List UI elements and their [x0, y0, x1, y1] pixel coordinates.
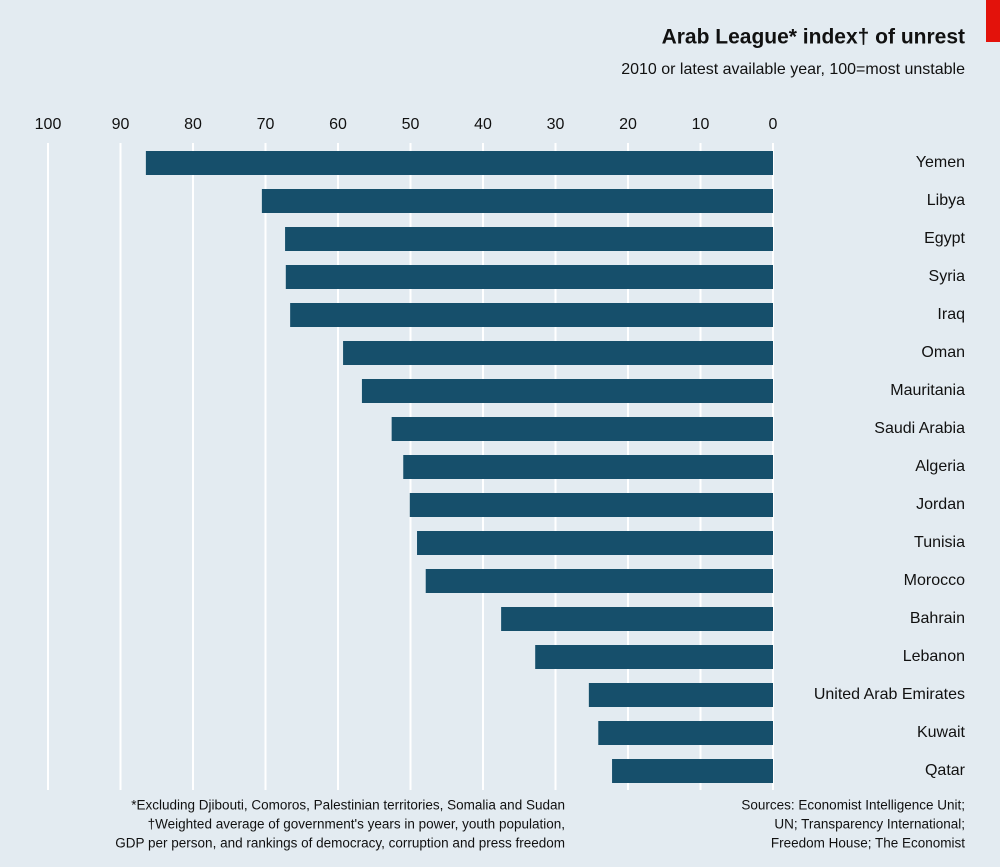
y-tick-label: Morocco — [904, 572, 965, 589]
footnote: GDP per person, and rankings of democrac… — [115, 836, 565, 851]
accent — [986, 0, 1000, 42]
bar — [261, 189, 773, 213]
bar — [285, 227, 773, 251]
x-tick-label: 10 — [692, 116, 710, 133]
bar — [417, 531, 773, 555]
x-tick-label: 100 — [35, 116, 62, 133]
y-tick-label: Kuwait — [917, 724, 966, 741]
x-tick-label: 0 — [769, 116, 778, 133]
source: Sources: Economist Intelligence Unit; — [741, 798, 965, 813]
x-tick-label: 30 — [547, 116, 565, 133]
y-tick-label: Algeria — [915, 458, 965, 475]
bar — [598, 721, 773, 745]
bar — [285, 265, 773, 289]
y-tick-label: Libya — [927, 192, 965, 209]
source: Freedom House; The Economist — [771, 836, 965, 851]
chart-subtitle: 2010 or latest available year, 100=most … — [621, 61, 965, 78]
y-tick-label: Iraq — [937, 306, 965, 323]
y-tick-label: Lebanon — [903, 648, 965, 665]
bar — [145, 151, 773, 175]
bar — [343, 341, 773, 365]
y-tick-label: Qatar — [925, 762, 966, 779]
bar — [501, 607, 773, 631]
x-tick-label: 60 — [329, 116, 347, 133]
x-tick-label: 40 — [474, 116, 492, 133]
y-tick-label: Mauritania — [890, 382, 965, 399]
footnote: †Weighted average of government's years … — [148, 817, 565, 832]
y-tick-label: Bahrain — [910, 610, 965, 627]
bar — [612, 759, 773, 783]
source: UN; Transparency International; — [774, 817, 965, 832]
y-tick-label: Jordan — [916, 496, 965, 513]
y-tick-label: Oman — [921, 344, 965, 361]
y-tick-label: United Arab Emirates — [814, 686, 965, 703]
x-tick-label: 50 — [402, 116, 420, 133]
bar — [535, 645, 773, 669]
y-tick-label: Saudi Arabia — [874, 420, 965, 437]
bar — [409, 493, 773, 517]
y-tick-label: Yemen — [916, 154, 965, 171]
bar — [391, 417, 773, 441]
x-tick-label: 70 — [257, 116, 275, 133]
x-tick-label: 20 — [619, 116, 637, 133]
bar — [425, 569, 773, 593]
bar — [588, 683, 773, 707]
chart-title: Arab League* index† of unrest — [662, 26, 965, 49]
x-tick-label: 80 — [184, 116, 202, 133]
bar — [361, 379, 773, 403]
bar — [290, 303, 773, 327]
y-tick-label: Egypt — [924, 230, 965, 247]
x-tick-label: 90 — [112, 116, 130, 133]
y-tick-label: Tunisia — [914, 534, 965, 551]
footnote: *Excluding Djibouti, Comoros, Palestinia… — [131, 798, 565, 813]
y-tick-label: Syria — [929, 268, 966, 285]
bar — [403, 455, 773, 479]
